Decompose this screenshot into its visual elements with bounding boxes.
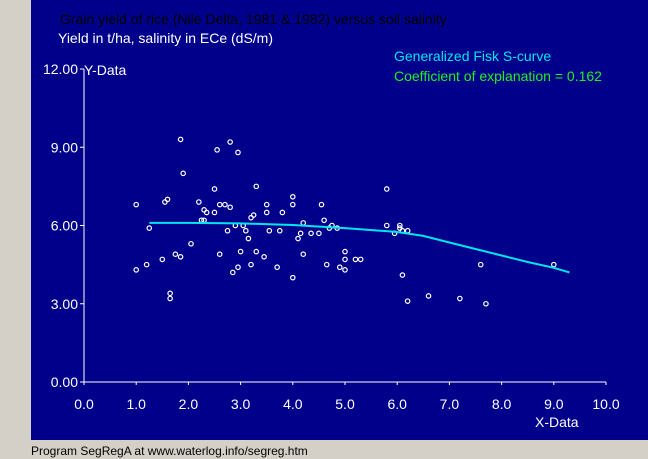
data-point	[214, 147, 220, 153]
axes: 0.0 1.0 2.0 3.0 4.0 5.0 6.0 7.0 8.0 9.0 10.0 0.00 3.…	[43, 61, 620, 412]
data-point	[289, 201, 296, 208]
marks	[133, 136, 570, 307]
data-point	[229, 269, 236, 276]
data-point	[243, 227, 249, 234]
x-tick-label: 2.0	[179, 396, 199, 412]
data-point	[342, 248, 348, 255]
data-point	[483, 300, 489, 307]
data-point	[211, 209, 218, 216]
data-point	[172, 251, 179, 257]
data-point	[300, 251, 307, 257]
x-axis-title: X-Data	[535, 414, 579, 430]
data-point	[399, 272, 406, 278]
data-point	[352, 256, 359, 263]
data-point	[133, 267, 140, 273]
data-point	[216, 251, 223, 257]
data-point	[383, 186, 390, 192]
data-point	[164, 196, 171, 203]
data-point	[211, 186, 218, 192]
x-tick-label: 6.0	[387, 396, 407, 412]
data-point	[253, 248, 260, 255]
data-point	[227, 139, 233, 145]
data-point	[167, 295, 173, 302]
data-point	[404, 298, 411, 304]
data-point	[279, 209, 286, 216]
data-point	[146, 225, 153, 231]
data-point	[263, 209, 270, 216]
data-point	[323, 261, 330, 268]
x-tick-label: 4.0	[283, 396, 303, 412]
x-tick-label: 7.0	[440, 396, 460, 412]
data-point	[308, 230, 314, 237]
data-point	[253, 183, 260, 190]
data-point	[143, 261, 150, 268]
data-point	[177, 253, 184, 260]
data-point	[216, 201, 223, 208]
footer-credit: Program SegRegA at www.waterlog.info/seg…	[31, 444, 308, 458]
data-point	[222, 201, 228, 208]
data-point	[235, 264, 241, 271]
data-point	[248, 261, 254, 268]
data-point	[266, 227, 273, 234]
y-tick-label: 12.00	[43, 61, 78, 77]
data-point	[196, 199, 202, 205]
x-tick-label: 9.0	[544, 396, 564, 412]
data-point	[263, 201, 270, 208]
fitted-curve-line	[149, 221, 570, 274]
y-tick-label: 6.00	[51, 218, 78, 234]
data-point	[227, 204, 233, 211]
y-axis-title: Y-Data	[84, 62, 127, 78]
data-point	[425, 293, 432, 299]
y-tick-label: 9.00	[51, 139, 78, 155]
data-point	[289, 274, 296, 281]
data-point	[180, 170, 186, 177]
data-point	[383, 222, 390, 229]
data-point	[295, 235, 301, 242]
data-point	[397, 222, 403, 229]
data-point	[357, 256, 364, 263]
data-point	[477, 261, 484, 268]
data-point	[316, 230, 322, 237]
legend-coefficient-label: Coefficient of explanation = 0.162	[394, 68, 602, 84]
data-point	[203, 209, 210, 216]
data-point	[289, 194, 296, 200]
data-point	[224, 227, 231, 234]
x-tick-label: 5.0	[335, 396, 355, 412]
data-point	[188, 240, 194, 247]
x-tick-label: 8.0	[492, 396, 512, 412]
data-point	[297, 230, 304, 237]
data-point	[321, 217, 327, 224]
data-point	[336, 264, 343, 271]
data-point	[133, 201, 140, 208]
data-point	[457, 295, 463, 302]
data-point	[237, 248, 244, 255]
chart-subtitle: Yield in t/ha, salinity in ECe (dS/m)	[58, 30, 273, 46]
x-tick-label: 10.0	[592, 396, 619, 412]
data-point	[250, 212, 257, 218]
x-tick-label: 0.0	[74, 396, 94, 412]
data-point	[342, 256, 348, 263]
data-point	[159, 256, 166, 263]
legend-curve-label: Generalized Fisk S-curve	[394, 48, 551, 64]
data-point	[261, 253, 267, 260]
data-point	[274, 264, 280, 271]
chart-title: Grain yield of rice (Nile Delta, 1981 & …	[60, 11, 447, 27]
x-tick-label: 3.0	[231, 396, 251, 412]
data-point	[177, 136, 184, 143]
data-point	[245, 235, 252, 242]
data-point	[167, 290, 173, 297]
data-point	[276, 227, 283, 234]
data-point	[235, 149, 241, 156]
y-tick-label: 3.00	[51, 296, 78, 312]
y-tick-label: 0.00	[51, 374, 78, 390]
data-point	[318, 201, 325, 208]
x-tick-label: 1.0	[126, 396, 146, 412]
plot-background	[31, 0, 648, 440]
data-point	[342, 267, 348, 273]
